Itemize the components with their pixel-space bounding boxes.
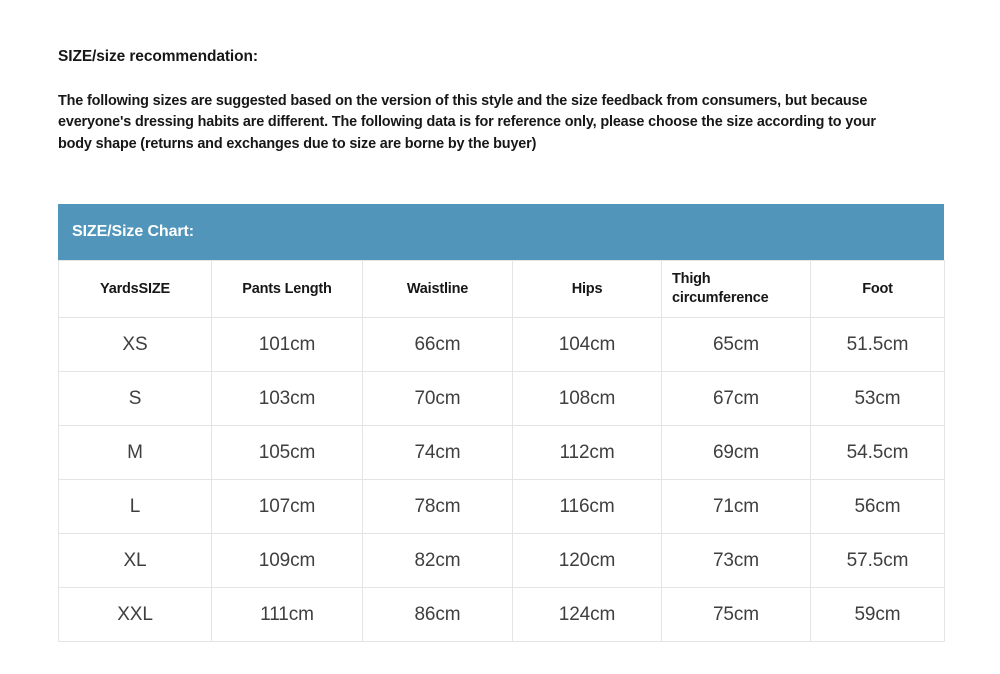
cell-thigh-circumference: 69cm	[661, 425, 811, 480]
cell-hips: 124cm	[512, 587, 662, 642]
size-chart-table: YardsSIZE Pants Length Waistline Hips Th…	[58, 260, 945, 642]
intro-paragraph: The following sizes are suggested based …	[58, 92, 876, 153]
cell-size: L	[58, 479, 212, 534]
table-row: L 107cm 78cm 116cm 71cm 56cm	[58, 479, 945, 534]
cell-thigh-circumference: 71cm	[661, 479, 811, 534]
cell-size: S	[58, 371, 212, 426]
column-header-foot: Foot	[810, 260, 945, 318]
cell-size: XXL	[58, 587, 212, 642]
cell-hips: 120cm	[512, 533, 662, 588]
table-row: XL 109cm 82cm 120cm 73cm 57.5cm	[58, 533, 945, 588]
table-header-row: YardsSIZE Pants Length Waistline Hips Th…	[58, 260, 945, 318]
cell-pants-length: 103cm	[211, 371, 363, 426]
cell-foot: 57.5cm	[810, 533, 945, 588]
cell-pants-length: 109cm	[211, 533, 363, 588]
cell-foot: 53cm	[810, 371, 945, 426]
cell-pants-length: 107cm	[211, 479, 363, 534]
intro-block: SIZE/size recommendation: The following …	[58, 48, 908, 156]
column-header-pants-length: Pants Length	[211, 260, 363, 318]
cell-thigh-circumference: 67cm	[661, 371, 811, 426]
cell-waistline: 86cm	[362, 587, 513, 642]
cell-hips: 108cm	[512, 371, 662, 426]
cell-size: XL	[58, 533, 212, 588]
table-row: S 103cm 70cm 108cm 67cm 53cm	[58, 371, 945, 426]
table-row: M 105cm 74cm 112cm 69cm 54.5cm	[58, 425, 945, 480]
cell-thigh-circumference: 75cm	[661, 587, 811, 642]
column-header-waistline: Waistline	[362, 260, 513, 318]
column-header-hips: Hips	[512, 260, 662, 318]
size-chart-banner-label: SIZE/Size Chart:	[72, 223, 194, 240]
cell-waistline: 74cm	[362, 425, 513, 480]
column-header-size: YardsSIZE	[58, 260, 212, 318]
size-chart-banner: SIZE/Size Chart:	[58, 204, 944, 260]
column-header-thigh-circumference: Thigh circumference	[661, 260, 811, 318]
cell-foot: 59cm	[810, 587, 945, 642]
cell-waistline: 78cm	[362, 479, 513, 534]
cell-hips: 112cm	[512, 425, 662, 480]
cell-waistline: 66cm	[362, 317, 513, 372]
cell-pants-length: 101cm	[211, 317, 363, 372]
cell-foot: 54.5cm	[810, 425, 945, 480]
cell-size: M	[58, 425, 212, 480]
cell-hips: 116cm	[512, 479, 662, 534]
size-chart-container: SIZE/Size Chart: YardsSIZE Pants Length …	[58, 204, 945, 642]
cell-waistline: 70cm	[362, 371, 513, 426]
cell-hips: 104cm	[512, 317, 662, 372]
cell-waistline: 82cm	[362, 533, 513, 588]
cell-size: XS	[58, 317, 212, 372]
cell-pants-length: 105cm	[211, 425, 363, 480]
cell-foot: 56cm	[810, 479, 945, 534]
cell-thigh-circumference: 65cm	[661, 317, 811, 372]
cell-thigh-circumference: 73cm	[661, 533, 811, 588]
cell-pants-length: 111cm	[211, 587, 363, 642]
table-row: XXL 111cm 86cm 124cm 75cm 59cm	[58, 587, 945, 642]
table-row: XS 101cm 66cm 104cm 65cm 51.5cm	[58, 317, 945, 372]
cell-foot: 51.5cm	[810, 317, 945, 372]
page-title: SIZE/size recommendation:	[58, 48, 258, 65]
